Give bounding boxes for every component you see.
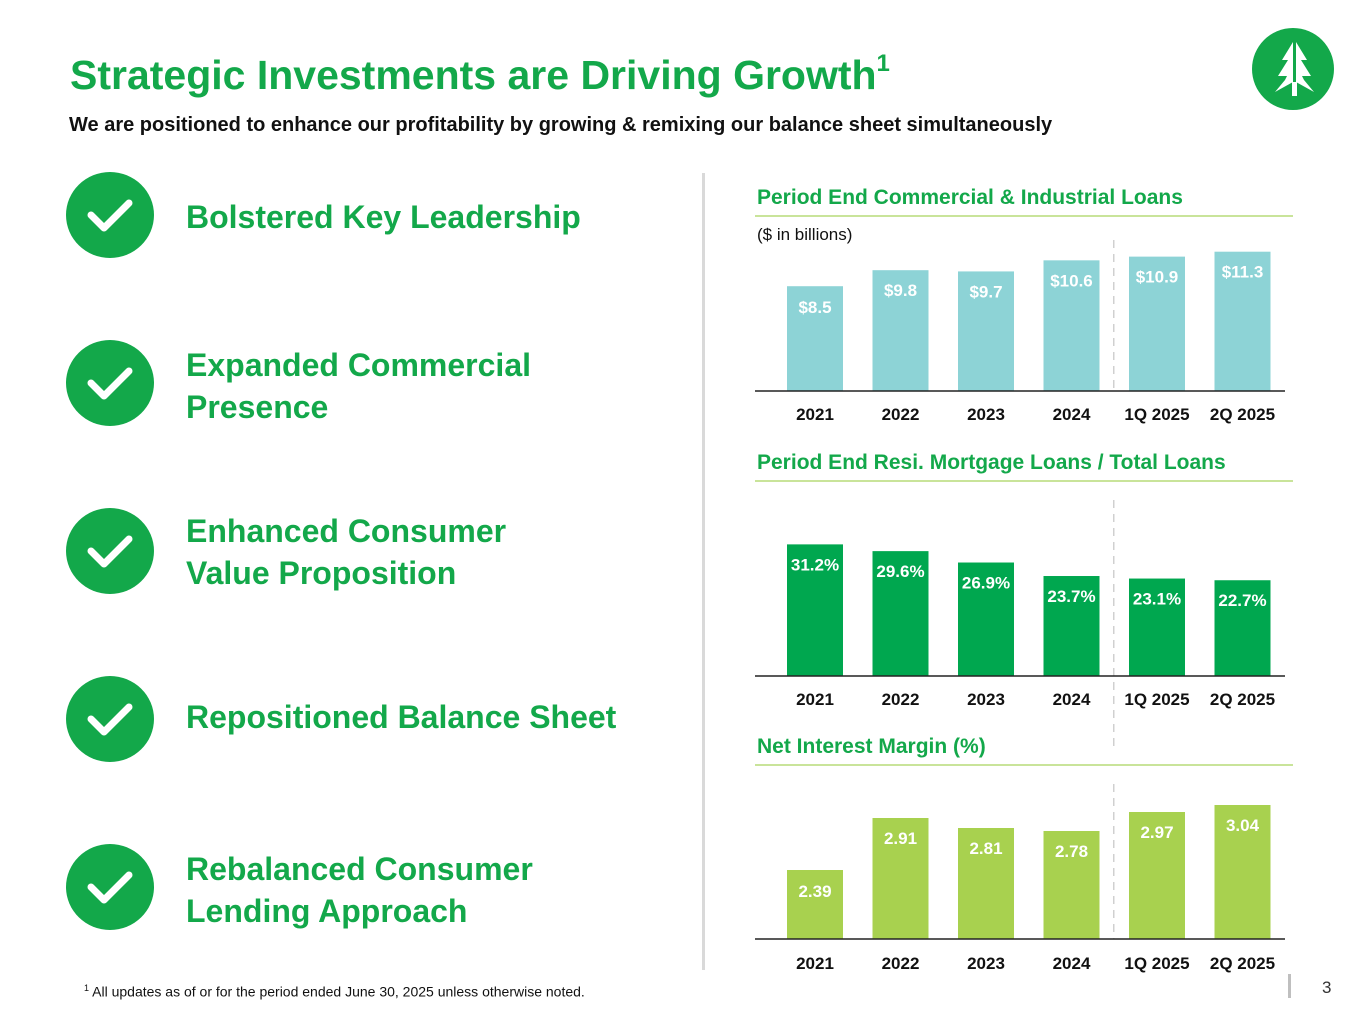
chart-title-nim: Net Interest Margin (%) — [757, 735, 986, 758]
footnote: 1 All updates as of or for the period en… — [84, 983, 585, 1000]
category-tick-label: 2022 — [882, 405, 920, 424]
category-tick-label: 2021 — [796, 690, 834, 709]
bar-1q-2025 — [1129, 578, 1185, 676]
bar-2q-2025 — [1214, 580, 1271, 676]
achievement-item: Rebalanced Consumer Lending Approach — [66, 844, 666, 934]
data-label: $9.8 — [884, 281, 917, 300]
vertical-divider — [702, 173, 705, 970]
bar-2023 — [958, 271, 1014, 391]
category-tick-label: 2021 — [796, 954, 834, 973]
ci-loans-bar-chart: $8.5 2021 $9.8 2022 $9.7 2023 $10.6 2024 $10.9 1Q… — [755, 240, 1285, 424]
checkmark-icon — [66, 844, 154, 930]
bar-2023 — [958, 562, 1014, 676]
category-tick-label: 2024 — [1053, 405, 1091, 424]
data-label: 2.81 — [969, 839, 1002, 858]
data-label: 31.2% — [791, 555, 839, 574]
bar-2024 — [1043, 576, 1100, 676]
footnote-text: All updates as of or for the period ende… — [92, 983, 585, 1000]
category-tick-label: 2023 — [967, 690, 1005, 709]
title-footnote-mark: 1 — [876, 50, 890, 77]
achievement-item: Repositioned Balance Sheet — [66, 676, 666, 766]
checkmark-icon — [66, 508, 154, 594]
chart-title-rule — [755, 764, 1293, 766]
bar-2024 — [1043, 831, 1100, 939]
bar-2024 — [1043, 260, 1100, 391]
chart-title-rule — [755, 480, 1293, 482]
bar-2023 — [958, 828, 1014, 939]
category-tick-label: 2Q 2025 — [1210, 405, 1275, 424]
achievement-label: Rebalanced Consumer Lending Approach — [186, 851, 533, 929]
page-title: Strategic Investments are Driving Growth… — [70, 52, 890, 99]
bar-2021 — [787, 870, 843, 939]
chart-title-mortgage-ratio: Period End Resi. Mortgage Loans / Total … — [757, 451, 1226, 474]
achievement-label: Expanded Commercial Presence — [186, 347, 531, 425]
data-label: 23.7% — [1047, 587, 1095, 606]
data-label: 29.6% — [876, 562, 924, 581]
data-label: $9.7 — [969, 282, 1002, 301]
bar-2022 — [872, 818, 929, 939]
data-label: $11.3 — [1222, 263, 1264, 282]
data-label: 2.91 — [884, 829, 917, 848]
bar-2q-2025 — [1214, 251, 1271, 391]
page-number: 3 — [1322, 978, 1332, 997]
category-tick-label: 2022 — [882, 690, 920, 709]
data-label: 2.39 — [798, 882, 831, 901]
bar-1q-2025 — [1129, 256, 1185, 391]
category-tick-label: 1Q 2025 — [1124, 954, 1189, 973]
bar-2022 — [872, 270, 929, 391]
data-label: 2.97 — [1140, 823, 1173, 842]
data-label: $8.5 — [798, 298, 831, 317]
category-tick-label: 2024 — [1053, 954, 1091, 973]
bar-1q-2025 — [1129, 812, 1185, 939]
footnote-mark: 1 — [84, 983, 90, 993]
chart-title-ci-loans: Period End Commercial & Industrial Loans — [757, 186, 1183, 209]
chart-title-rule — [755, 215, 1293, 217]
category-tick-label: 2023 — [967, 405, 1005, 424]
category-tick-label: 2Q 2025 — [1210, 954, 1275, 973]
achievement-label: Enhanced Consumer Value Proposition — [186, 513, 507, 591]
checkmark-icon — [66, 340, 154, 426]
achievement-item: Enhanced Consumer Value Proposition — [66, 508, 666, 598]
achievement-label: Bolstered Key Leadership — [186, 199, 581, 235]
tree-logo-icon — [1252, 28, 1334, 110]
data-label: $10.9 — [1136, 268, 1179, 287]
data-label: 22.7% — [1218, 591, 1266, 610]
category-tick-label: 2024 — [1053, 690, 1091, 709]
data-label: 3.04 — [1226, 816, 1260, 835]
page-number-bar — [1288, 974, 1291, 998]
data-label: 23.1% — [1133, 590, 1181, 609]
chart-units-label: ($ in billions) — [757, 225, 853, 244]
nim-bar-chart: 2.39 2021 2.91 2022 2.81 2023 2.78 2024 2.97 1Q 2… — [755, 784, 1285, 973]
data-label: 26.9% — [962, 574, 1010, 593]
category-tick-label: 1Q 2025 — [1124, 690, 1189, 709]
category-tick-label: 1Q 2025 — [1124, 405, 1189, 424]
category-tick-label: 2023 — [967, 954, 1005, 973]
page-title-text: Strategic Investments are Driving Growth — [70, 52, 877, 98]
checkmark-icon — [66, 676, 154, 762]
data-label: 2.78 — [1055, 842, 1088, 861]
data-label: $10.6 — [1050, 271, 1093, 290]
achievement-label: Repositioned Balance Sheet — [186, 699, 617, 735]
category-tick-label: 2022 — [882, 954, 920, 973]
checkmark-icon — [66, 172, 154, 258]
bar-2022 — [872, 551, 929, 676]
bar-2021 — [787, 544, 843, 676]
mortgage-ratio-bar-chart: 31.2% 2021 29.6% 2022 26.9% 2023 23.7% 2024 23.1… — [755, 500, 1285, 748]
page-subtitle: We are positioned to enhance our profita… — [69, 114, 1053, 136]
achievement-item: Expanded Commercial Presence — [66, 340, 666, 430]
category-tick-label: 2021 — [796, 405, 834, 424]
category-tick-label: 2Q 2025 — [1210, 690, 1275, 709]
bar-2021 — [787, 286, 843, 391]
bar-2q-2025 — [1214, 805, 1271, 939]
achievement-item: Bolstered Key Leadership — [66, 172, 666, 262]
